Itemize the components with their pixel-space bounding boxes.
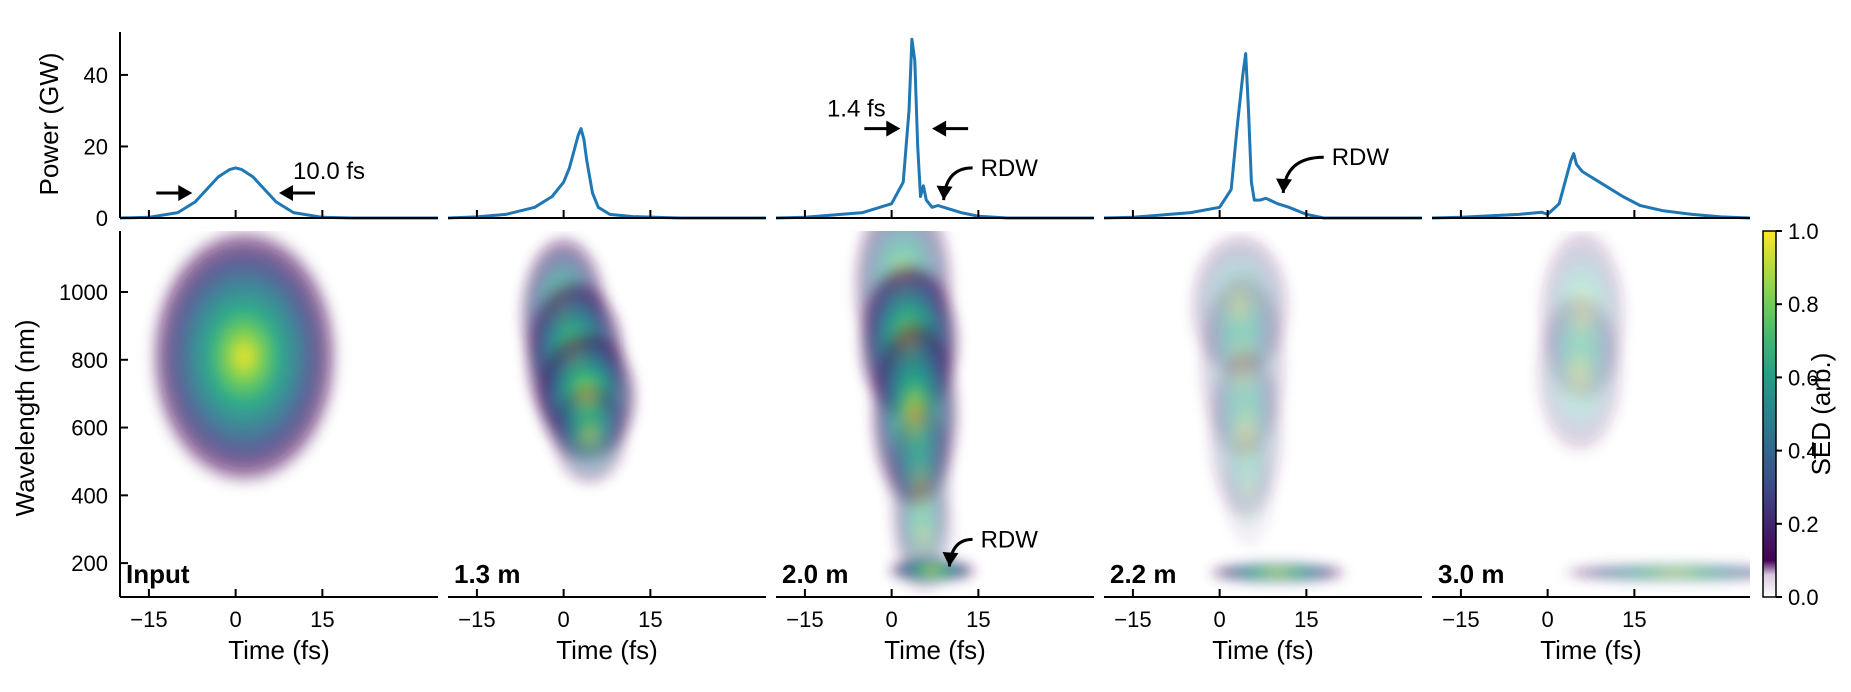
colorbar-tick-label: 0.8 (1788, 292, 1819, 317)
annotation: 10.0 fs (156, 158, 365, 201)
colorbar-tick-label: 0.2 (1788, 512, 1819, 537)
arrowhead (1276, 178, 1293, 193)
arrow-curve (942, 166, 973, 201)
colorbar-tick-label: 0.0 (1788, 585, 1819, 610)
wl-y-tick-label: 800 (71, 348, 108, 373)
spectral-blob (1207, 562, 1348, 584)
spectral-blob (1534, 291, 1624, 456)
colorbar-scale (1762, 230, 1777, 598)
rdw-label: RDW (981, 526, 1039, 553)
x-axis-title: Time (fs) (228, 635, 330, 665)
width-label: 10.0 fs (293, 158, 365, 185)
x-tick-label: 15 (1294, 607, 1318, 632)
wl-y-tick-label: 1000 (59, 280, 108, 305)
x-tick-label: −15 (130, 607, 167, 632)
colorbar-tick-label: 1.0 (1788, 219, 1819, 244)
panel-3: 2.0 m −15 0 15 Time (fs) 1.4 fs RDW RDW (775, 37, 1094, 665)
panel-5: 3.0 m −15 0 15 Time (fs) (1431, 152, 1751, 665)
colorbar-title: SED (arb.) (1806, 353, 1836, 476)
spectrogram (519, 233, 638, 487)
panel-label: 1.3 m (454, 559, 521, 589)
x-tick-label: −15 (458, 607, 495, 632)
arrowhead (932, 120, 947, 137)
arrowhead (886, 120, 901, 137)
power-y-tick-label: 0 (96, 206, 108, 231)
power-axis-title: Power (GW) (34, 53, 64, 196)
x-tick-label: 0 (1542, 607, 1554, 632)
panel-label: Input (126, 559, 190, 589)
x-tick-label: −15 (1114, 607, 1151, 632)
x-tick-label: 15 (310, 607, 334, 632)
x-axis-title: Time (fs) (1540, 635, 1642, 665)
power-line (447, 127, 766, 220)
panel-1: Input −15 0 15 Time (fs) 0 20 40 200 400 600 800 100… (59, 32, 438, 665)
annotation: RDW (936, 155, 1039, 201)
spectral-blob (1223, 428, 1274, 549)
spectral-blob (887, 558, 977, 583)
colorbar-tick-label: 0.6 (1788, 365, 1819, 390)
arrow-curve (1281, 155, 1324, 194)
power-line (775, 37, 1094, 220)
spectral-blob (551, 382, 628, 487)
colorbar-tick-label: 0.4 (1788, 439, 1819, 464)
x-axis-title: Time (fs) (556, 635, 658, 665)
annotation: 1.4 fs (827, 96, 969, 137)
power-y-tick-label: 20 (84, 134, 108, 159)
panel-label: 2.0 m (782, 559, 849, 589)
x-tick-label: 15 (1622, 607, 1646, 632)
x-tick-label: 0 (886, 607, 898, 632)
x-tick-label: 0 (230, 607, 242, 632)
x-axis-title: Time (fs) (1212, 635, 1314, 665)
arrowhead (178, 184, 193, 201)
y-axis-titles: Power (GW) Wavelength (nm) (10, 53, 64, 517)
spectrogram (1189, 231, 1348, 584)
x-tick-label: −15 (1442, 607, 1479, 632)
wl-y-tick-label: 600 (71, 416, 108, 441)
power-y-tick-label: 40 (84, 63, 108, 88)
power-line (1431, 152, 1751, 220)
arrowhead (942, 551, 959, 567)
colorbar: 0.0 0.2 0.4 0.6 0.8 1.0 SED (arb.) (1762, 219, 1836, 610)
x-tick-label: 0 (558, 607, 570, 632)
power-line (1103, 52, 1422, 220)
arrowhead (279, 184, 293, 201)
spectral-blob (148, 231, 340, 487)
wavelength-axis-title: Wavelength (nm) (10, 320, 40, 517)
panel-label: 2.2 m (1110, 559, 1177, 589)
panel-4: 2.2 m −15 0 15 Time (fs) RDW (1103, 52, 1422, 665)
panel-label: 3.0 m (1438, 559, 1505, 589)
x-tick-label: 15 (966, 607, 990, 632)
annotation: RDW (1276, 144, 1390, 194)
panel-2: 1.3 m −15 0 15 Time (fs) (447, 127, 766, 665)
rdw-label: RDW (1332, 144, 1390, 171)
spectrogram (1534, 231, 1750, 582)
wl-y-tick-label: 400 (71, 483, 108, 508)
power-line (119, 166, 438, 220)
x-axis-title: Time (fs) (884, 635, 986, 665)
wl-y-tick-label: 200 (71, 551, 108, 576)
annotation: RDW (942, 526, 1039, 567)
spectrogram (148, 231, 340, 487)
spectrogram (852, 231, 977, 596)
x-tick-label: 0 (1214, 607, 1226, 632)
x-tick-label: 15 (638, 607, 662, 632)
arrowhead (936, 185, 953, 201)
spectral-blob (1560, 563, 1750, 582)
rdw-label: RDW (981, 155, 1039, 182)
width-label: 1.4 fs (827, 96, 886, 123)
panels: Input −15 0 15 Time (fs) 0 20 40 200 400 600 800 100… (59, 32, 1751, 665)
x-tick-label: −15 (786, 607, 823, 632)
